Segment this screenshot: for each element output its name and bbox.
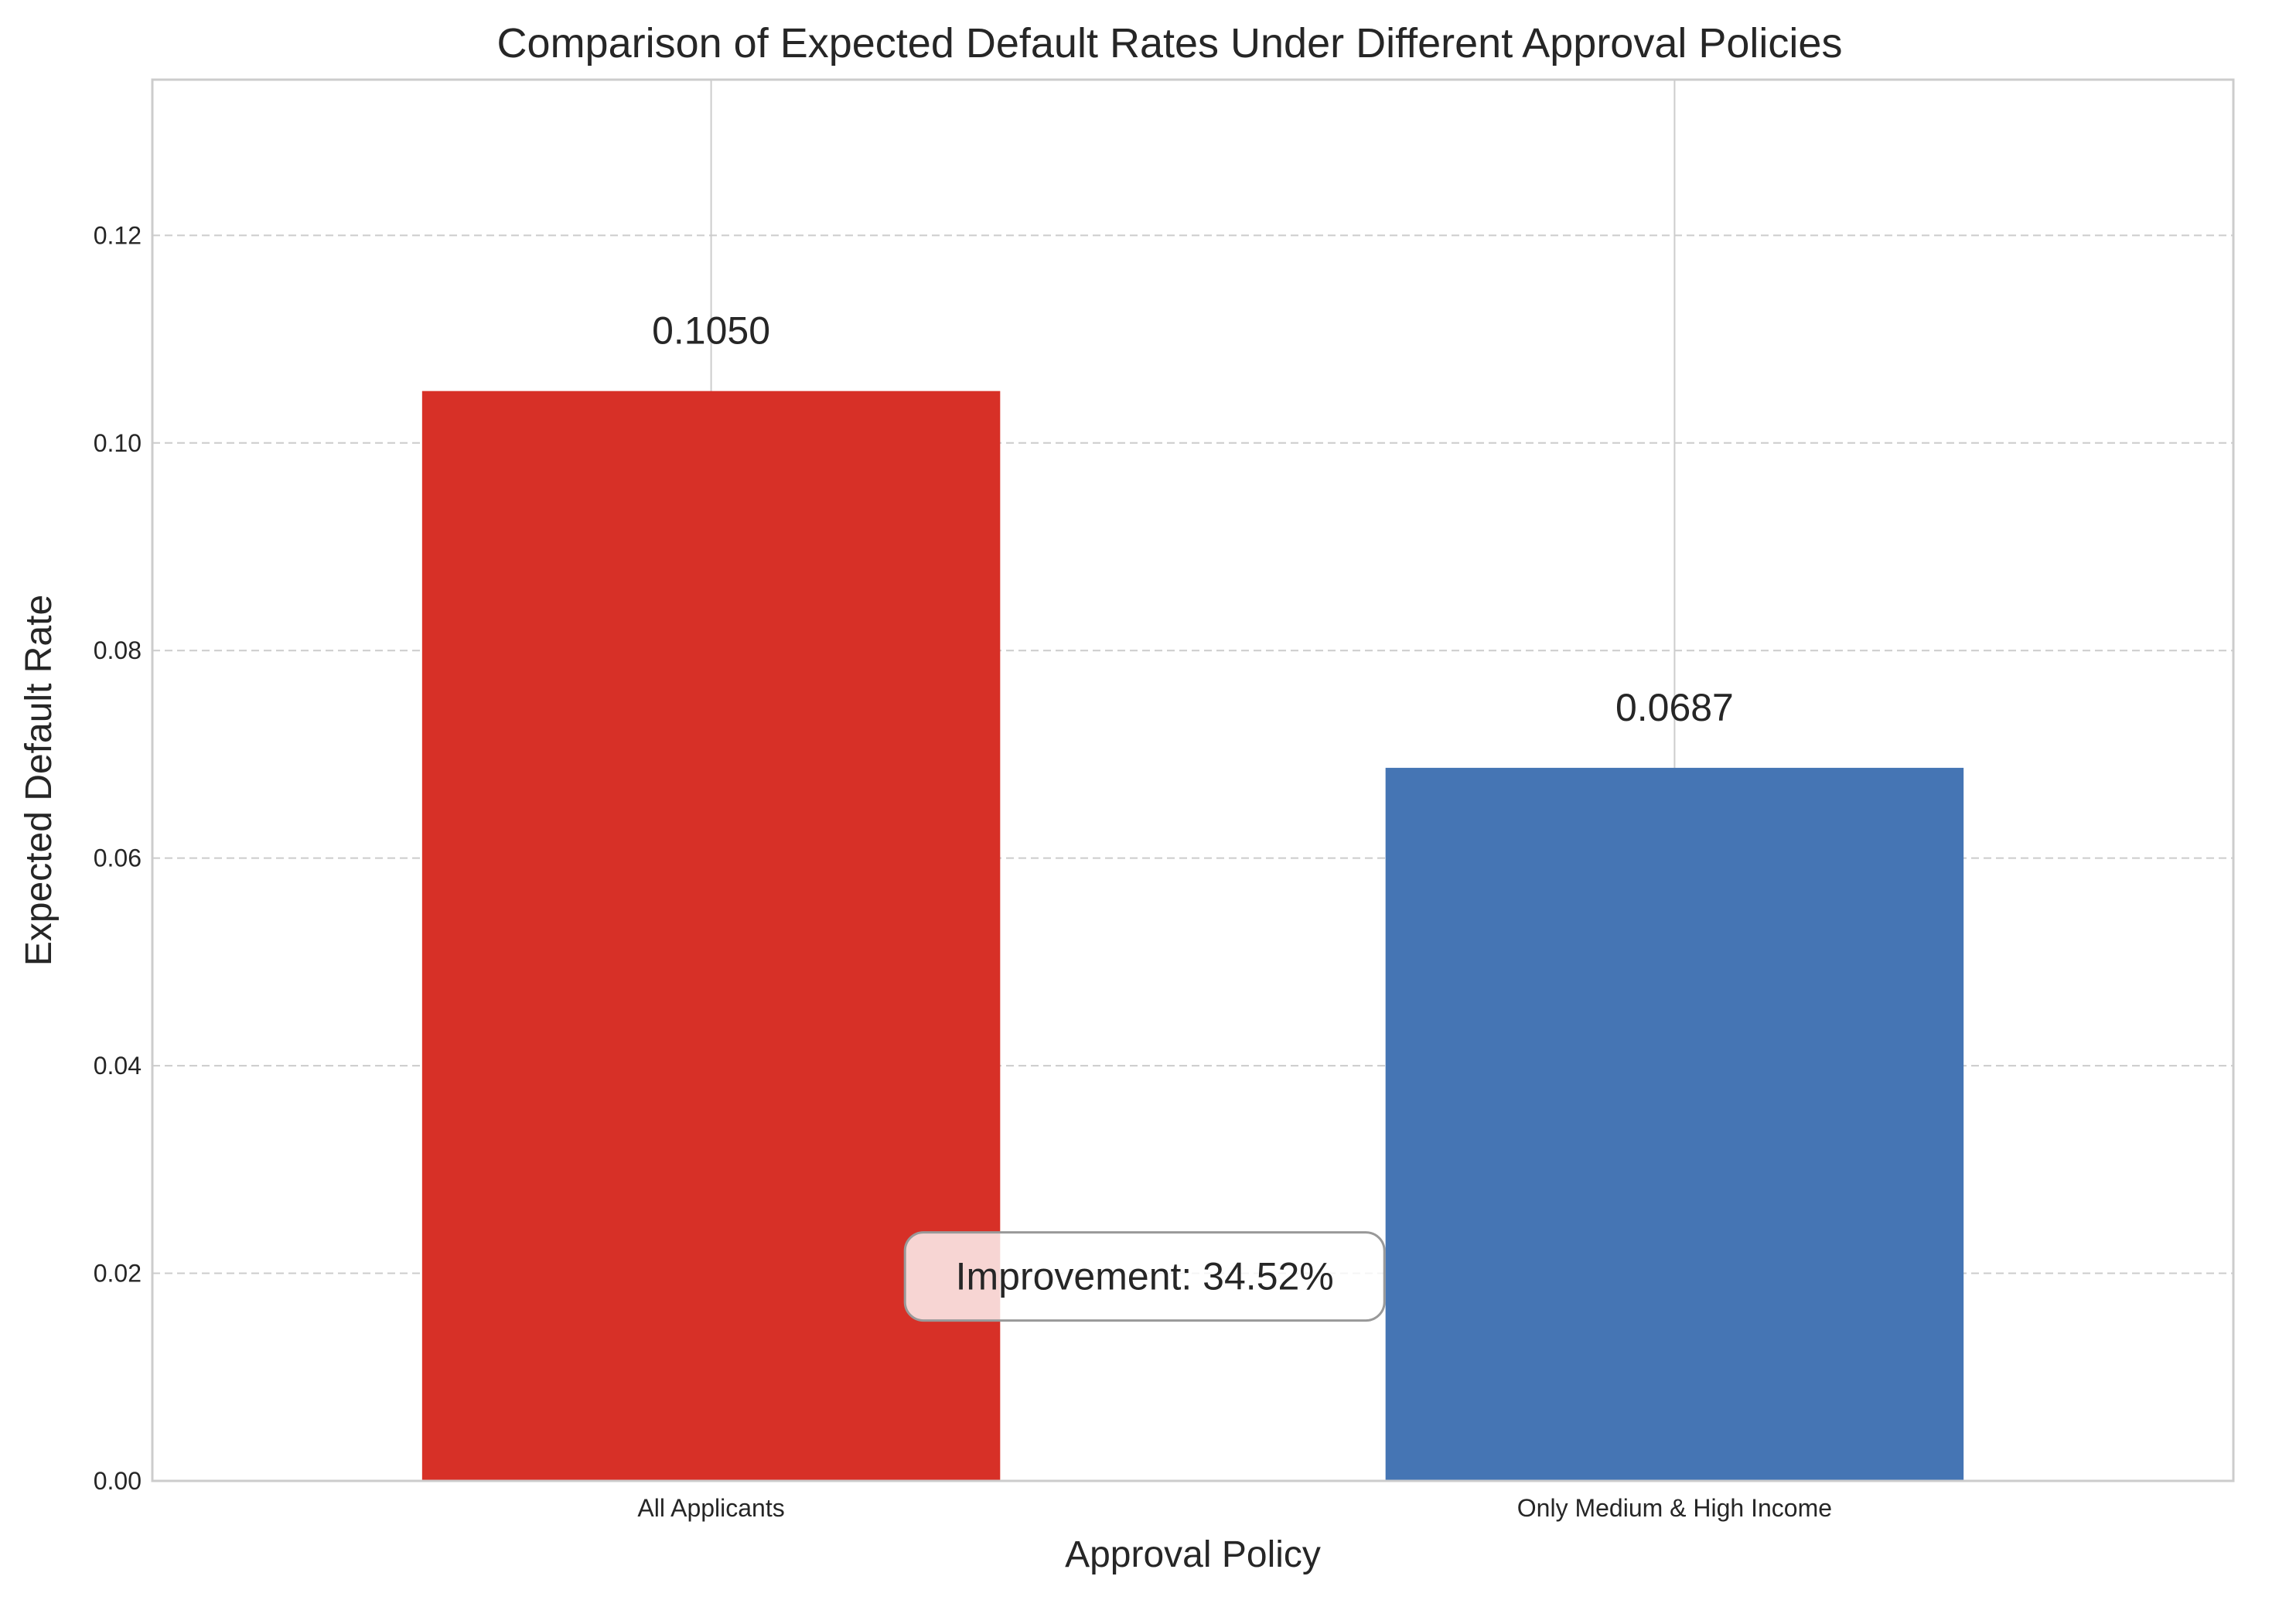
- y-tick-label: 0.10: [94, 429, 142, 457]
- data-labels: 0.1050 0.0687: [652, 309, 1734, 729]
- y-axis-ticks: 0.00 0.02 0.04 0.06 0.08 0.10 0.12: [94, 221, 142, 1495]
- annotation-box: [903, 1231, 1386, 1322]
- bar-value-label: 0.0687: [1615, 686, 1734, 729]
- chart-title: Comparison of Expected Default Rates Und…: [497, 20, 1843, 67]
- bar-1: [1385, 767, 1964, 1481]
- y-tick-label: 0.02: [94, 1260, 142, 1288]
- x-axis-ticks: All Applicants Only Medium & High Income: [637, 1494, 1832, 1522]
- y-tick-label: 0.08: [94, 636, 142, 664]
- y-tick-label: 0.12: [94, 221, 142, 249]
- bars: [421, 391, 1964, 1482]
- x-tick-label: Only Medium & High Income: [1517, 1494, 1832, 1522]
- y-tick-label: 0.04: [94, 1052, 142, 1080]
- x-axis-label: Approval Policy: [1065, 1534, 1321, 1575]
- plot-frame: [151, 78, 2235, 1482]
- y-tick-label: 0.06: [94, 844, 142, 872]
- bar-value-label: 0.1050: [652, 309, 770, 353]
- improvement-annotation: Improvement: 34.52%: [903, 1231, 1386, 1322]
- y-axis-label: Expected Default Rate: [19, 595, 60, 966]
- y-tick-label: 0.00: [94, 1467, 142, 1495]
- annotation-text: Improvement: 34.52%: [956, 1255, 1334, 1298]
- x-tick-label: All Applicants: [637, 1494, 784, 1522]
